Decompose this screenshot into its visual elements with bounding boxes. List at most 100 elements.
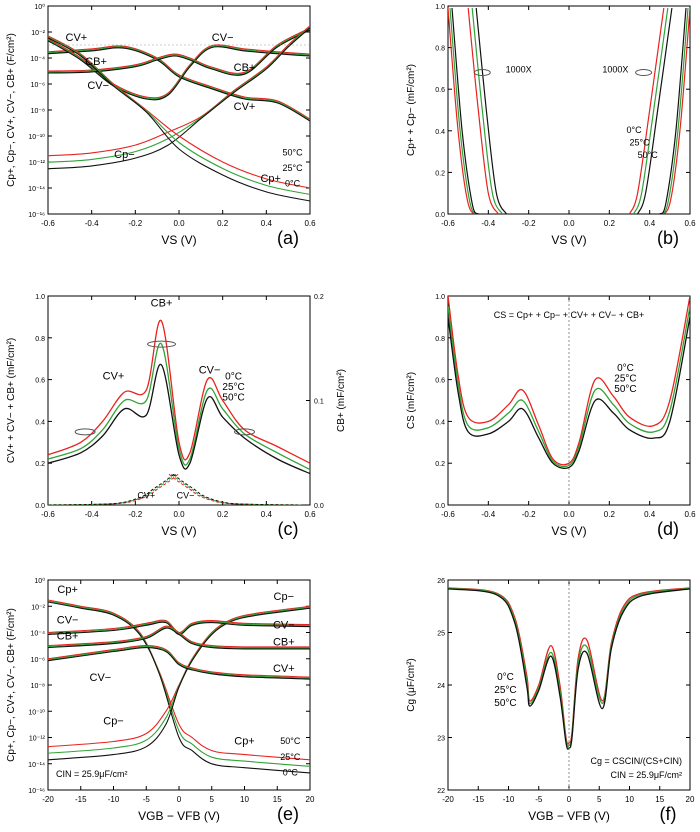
x-tick-label: 20 — [686, 795, 695, 804]
y-tick-label: 23 — [437, 736, 445, 743]
curve-label: CV− — [177, 491, 195, 501]
series-line — [48, 625, 310, 648]
curve-label: CV− — [273, 620, 295, 632]
x-tick-label: 5 — [597, 795, 602, 804]
series-dashed — [167, 473, 300, 505]
x-tick-label: 0.6 — [684, 219, 696, 228]
x-tick-label: 0.4 — [644, 219, 656, 228]
curve-label: CB+ — [273, 637, 295, 649]
x-tick-label: 0.2 — [604, 219, 616, 228]
series-line — [48, 646, 310, 679]
temp-label: 50°C — [282, 148, 303, 158]
y-tick-label: 10⁻¹² — [29, 736, 46, 743]
series-line — [48, 40, 310, 101]
y-tick-label: 0.6 — [435, 378, 445, 385]
panel-label: (e) — [277, 804, 299, 824]
panel-f: -20 -15 -10 -5 0 5 10 15 20 22 23 24 25 26 VGB − VFB (… — [406, 578, 695, 824]
y-tick-label: 0.0 — [435, 503, 445, 510]
annotation-ellipse — [74, 428, 96, 436]
y-tick-label: 10⁻⁶ — [31, 82, 45, 89]
panel-e: -20 -15 -10 -5 0 5 10 15 20 10⁻¹⁶ 10⁻¹⁴ 10⁻¹² 10⁻¹⁰ 1… — [6, 577, 315, 824]
annotation-ellipse — [147, 340, 177, 348]
x-tick-label: -10 — [503, 795, 515, 804]
x-tick-label: -0.2 — [522, 510, 536, 519]
curve-label: Cp+ — [260, 173, 281, 185]
x-tick-label: 0.0 — [173, 219, 185, 228]
y-tick-label: 0.4 — [435, 129, 445, 136]
x-tick-label: 10 — [625, 795, 634, 804]
series-line — [48, 45, 310, 120]
panel-label: (c) — [278, 519, 299, 539]
series-dashed — [172, 473, 304, 505]
y-tick-label: 0.0 — [435, 212, 445, 219]
curve-label: Cp− — [274, 591, 295, 603]
series-group — [48, 319, 310, 505]
x-tick-label: -0.6 — [441, 510, 455, 519]
y-axis-label: CV+ + CV− + CB+ (mF/cm²) — [6, 338, 17, 463]
y-tick-label: 10⁻⁴ — [31, 631, 46, 638]
y-tick-label: 10⁻¹⁴ — [28, 762, 45, 769]
y-axis-label: Cp+, Cp−, CV+, CV−, CB+ (F/cm²) — [6, 33, 17, 187]
series-line — [48, 645, 310, 678]
temp-label: 50°C — [222, 393, 244, 404]
y-tick-label: 10⁻⁸ — [31, 108, 45, 115]
x-tick-label: -0.4 — [481, 510, 495, 519]
x-tick-label: -0.2 — [128, 219, 142, 228]
x-tick-label: -0.2 — [128, 510, 142, 519]
y2-axis-label: CB+ (mF/cm²) — [336, 369, 347, 432]
temp-label: 0°C — [626, 125, 642, 135]
curve-label: CV+ — [66, 32, 88, 44]
x-tick-label: 15 — [273, 795, 282, 804]
series-line — [48, 626, 310, 649]
curve-label: CV+ — [103, 371, 125, 383]
y-tick-label: 1.0 — [35, 294, 45, 301]
x-tick-label: 0 — [177, 795, 182, 804]
panel-b: -0.6 -0.4 -0.2 0.0 0.2 0.4 0.6 0.0 0.2 0.4 0.6 0.8 1… — [406, 4, 696, 248]
series-dashed — [48, 473, 175, 505]
y-tick-label: 0.2 — [435, 461, 445, 468]
panel-label: (d) — [657, 519, 679, 539]
x-axis-label: VGB − VFB (V) — [528, 809, 610, 823]
series-dashed — [169, 473, 302, 505]
x-tick-label: -15 — [75, 795, 87, 804]
formula-label: CS = Cp+ + Cp− + CV+ + CV− + CB+ — [494, 310, 645, 320]
temp-label: 25°C — [222, 382, 244, 393]
temp-label: 0°C — [283, 768, 299, 778]
x-tick-label: -5 — [535, 795, 543, 804]
x-tick-label: 0 — [567, 795, 572, 804]
series-line — [451, 8, 479, 214]
temp-label: 0°C — [617, 363, 634, 374]
temp-label: 0°C — [225, 372, 242, 383]
series-line — [637, 8, 673, 214]
series-line — [48, 364, 310, 475]
y-tick-label: 0.6 — [435, 87, 445, 94]
curve-label: CV− — [90, 672, 112, 684]
panel-label: (a) — [277, 228, 299, 248]
series-line — [48, 28, 310, 75]
y-tick-label: 0.2 — [35, 461, 45, 468]
x-tick-label: 0.2 — [604, 510, 616, 519]
y-tick-label: 24 — [437, 683, 445, 690]
x-axis-label: VGB − VFB (V) — [138, 809, 220, 823]
temp-label: 25°C — [630, 137, 651, 147]
y-tick-label: 10⁻¹² — [29, 160, 46, 167]
series-line — [448, 588, 690, 750]
x-tick-label: 0.0 — [563, 219, 575, 228]
x-tick-label: -0.6 — [41, 510, 55, 519]
panel-label: (b) — [657, 228, 679, 248]
x-tick-label: -0.4 — [85, 510, 99, 519]
y-tick-label: 0.8 — [435, 46, 445, 53]
y-tick-label: 10⁻¹⁶ — [28, 212, 45, 219]
temp-label: 50°C — [280, 736, 301, 746]
y-tick-label: 10⁻² — [31, 604, 45, 611]
x-tick-label: 0.2 — [217, 219, 229, 228]
x-tick-label: -0.6 — [441, 219, 455, 228]
temp-label: 25°C — [614, 374, 636, 385]
series-group — [448, 587, 690, 750]
series-line — [48, 35, 310, 189]
y-tick-label: 0.8 — [435, 336, 445, 343]
y-tick-label: 0.0 — [35, 503, 45, 510]
y-tick-label: 10⁻⁴ — [31, 56, 46, 63]
temp-label: 50°C — [614, 384, 636, 395]
